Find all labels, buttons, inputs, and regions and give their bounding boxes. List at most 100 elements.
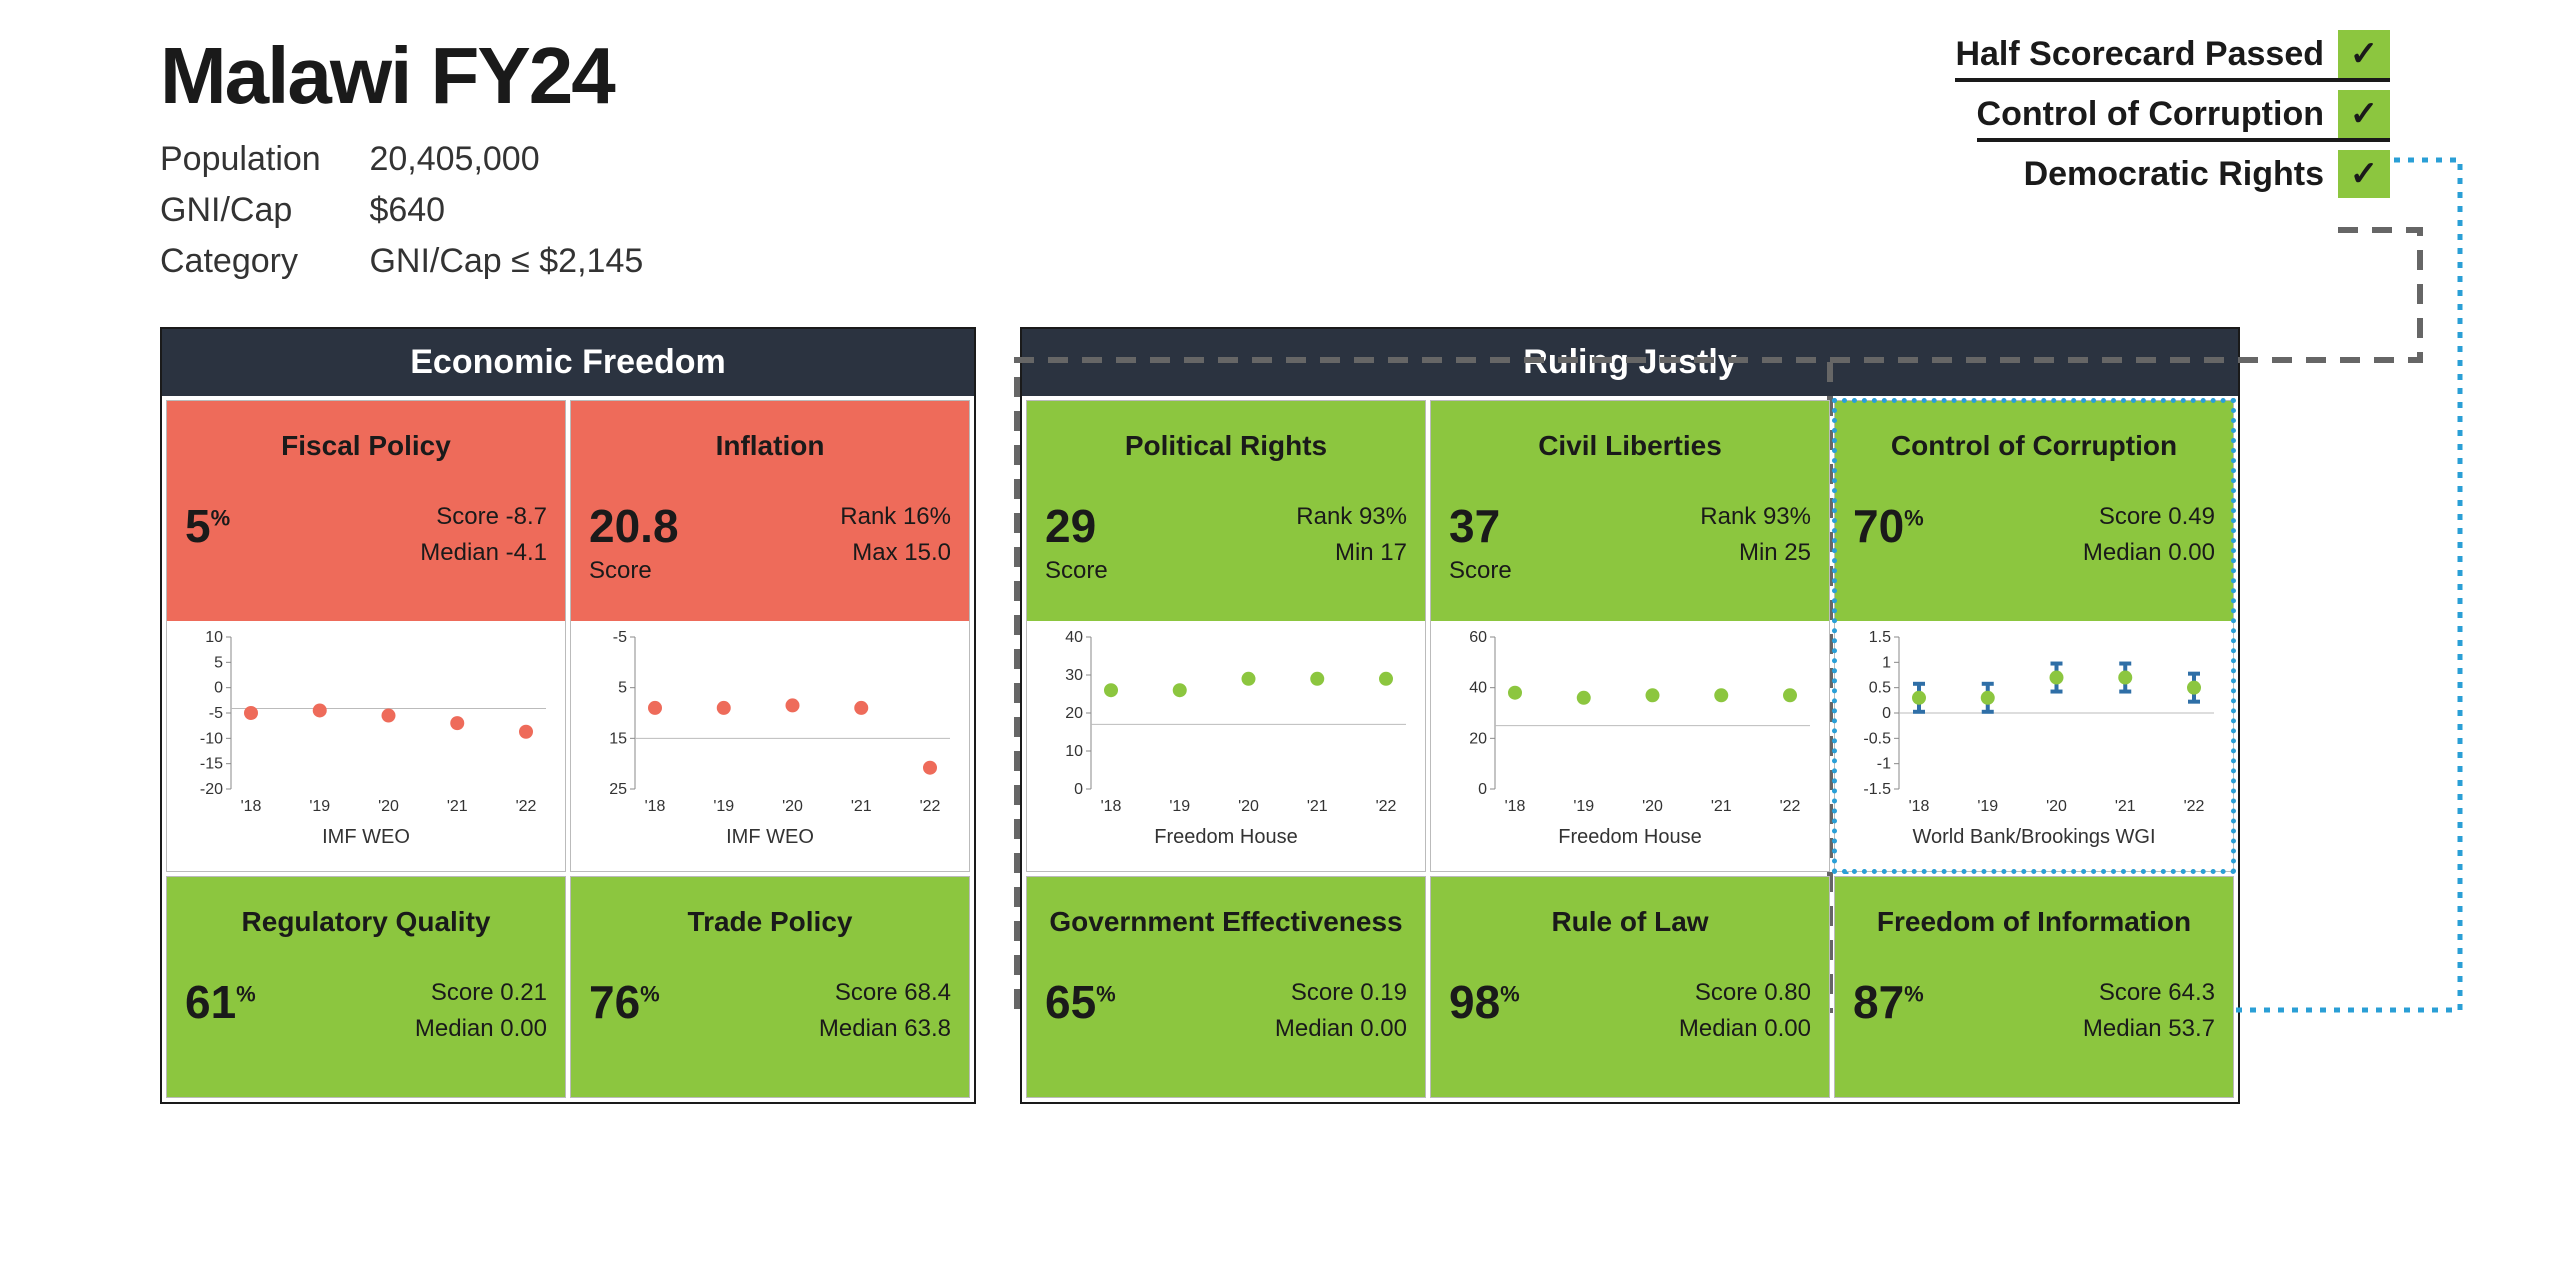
svg-text:30: 30 [1065, 667, 1083, 684]
card-body: 87%Score 64.3Median 53.7 [1853, 975, 2215, 1047]
svg-text:-1.5: -1.5 [1863, 781, 1891, 798]
chart-source: IMF WEO [579, 826, 961, 849]
svg-text:'18: '18 [1101, 798, 1122, 815]
stat-row: Min 17 [1296, 535, 1407, 571]
category-label: Category [160, 236, 360, 287]
card-main-value-block: 61% [185, 975, 256, 1029]
svg-text:0: 0 [1478, 781, 1487, 798]
indicator-card: Civil Liberties 37ScoreRank 93%Min 25 60 40… [1430, 400, 1830, 872]
card-title: Freedom of Information [1853, 887, 2215, 957]
svg-text:'21: '21 [2115, 798, 2136, 815]
stat-row: Median 53.7 [2083, 1011, 2215, 1047]
svg-text:0.5: 0.5 [1869, 680, 1891, 697]
svg-text:'20: '20 [378, 798, 399, 815]
svg-text:'19: '19 [1977, 798, 1998, 815]
stat-row: Median 0.00 [1679, 1011, 1811, 1047]
svg-text:'20: '20 [2046, 798, 2067, 815]
card-main-caption: Score [1045, 557, 1108, 585]
card-title: Control of Corruption [1853, 411, 2215, 481]
stat-row: Score 64.3 [2083, 975, 2215, 1011]
svg-text:'19: '19 [1169, 798, 1190, 815]
card-main-value-block: 98% [1449, 975, 1520, 1029]
card-title: Inflation [589, 411, 951, 481]
indicator-card: Rule of Law98%Score 0.80Median 0.00 [1430, 876, 1830, 1098]
svg-text:20: 20 [1065, 705, 1083, 722]
indicator-card: Government Effectiveness65%Score 0.19Med… [1026, 876, 1426, 1098]
svg-text:1: 1 [1882, 654, 1891, 671]
meta-gni: GNI/Cap $640 [160, 185, 643, 236]
card-main-value: 29 [1045, 499, 1108, 553]
stat-row: Score 68.4 [819, 975, 951, 1011]
svg-text:-1: -1 [1877, 756, 1891, 773]
svg-text:'21: '21 [1307, 798, 1328, 815]
svg-text:'18: '18 [1909, 798, 1930, 815]
stat-row: Score 0.49 [2083, 499, 2215, 535]
svg-text:40: 40 [1469, 680, 1487, 697]
check-row-0: Half Scorecard Passed✓ [1955, 30, 2390, 82]
svg-text:20: 20 [1469, 730, 1487, 747]
svg-text:-10: -10 [200, 730, 223, 747]
svg-text:'21: '21 [851, 798, 872, 815]
card-main-value: 5% [185, 499, 230, 553]
chart-source: Freedom House [1035, 826, 1417, 849]
check-icon: ✓ [2338, 90, 2390, 138]
svg-text:'18: '18 [1505, 798, 1526, 815]
card-title: Regulatory Quality [185, 887, 547, 957]
card-body: 98% Score 0.80Median 0.00 [1449, 975, 1811, 1047]
stat-row: Score 0.80 [1679, 975, 1811, 1011]
svg-text:-5: -5 [613, 629, 627, 646]
svg-text:0: 0 [214, 680, 223, 697]
card-title: Political Rights [1045, 411, 1407, 481]
stat-row: Rank 16% [840, 499, 951, 535]
stat-row: Median 0.00 [415, 1011, 547, 1047]
card-header: Rule of Law98%Score 0.80Median 0.00 [1431, 877, 1829, 1097]
card-main-value: 61% [185, 975, 256, 1029]
card-main-value-block: 37Score [1449, 499, 1512, 585]
stat-row: Score 0.21 [415, 975, 547, 1011]
stat-row: Median -4.1 [420, 535, 547, 571]
mini-chart: 1.510.50-0.5-1-1.5'18'19'20'21'22 [1843, 629, 2225, 819]
card-chart: 6040200'18'19'20'21'22Freedom House [1431, 621, 1829, 871]
stat-row: Rank 93% [1296, 499, 1407, 535]
card-title: Government Effectiveness [1045, 887, 1407, 957]
card-title: Civil Liberties [1449, 411, 1811, 481]
meta-population: Population 20,405,000 [160, 134, 643, 185]
card-title: Trade Policy [589, 887, 951, 957]
svg-text:'22: '22 [920, 798, 941, 815]
svg-text:1.5: 1.5 [1869, 629, 1891, 646]
card-title: Fiscal Policy [185, 411, 547, 481]
svg-text:15: 15 [609, 730, 627, 747]
card-main-value: 98% [1449, 975, 1520, 1029]
gni-value: $640 [369, 191, 445, 229]
header-row: Malawi FY24 Population 20,405,000 GNI/Ca… [160, 30, 2390, 287]
mini-chart: 403020100'18'19'20'21'22 [1035, 629, 1417, 819]
card-main-value-block: 65% [1045, 975, 1116, 1029]
stat-row: Median 63.8 [819, 1011, 951, 1047]
card-main-value: 20.8 [589, 499, 679, 553]
chart-source: IMF WEO [175, 826, 557, 849]
card-body: 37ScoreRank 93%Min 25 [1449, 499, 1811, 585]
svg-text:-15: -15 [200, 756, 223, 773]
meta-category: Category GNI/Cap ≤ $2,145 [160, 236, 643, 287]
card-header: Control of Corruption 70% Score 0.49Median… [1835, 401, 2233, 621]
card-main-value-block: 70% [1853, 499, 1924, 553]
svg-text:'22: '22 [1780, 798, 1801, 815]
indicator-card: Political Rights29ScoreRank 93%Min 17403… [1026, 400, 1426, 872]
card-main-value: 76% [589, 975, 660, 1029]
card-main-caption: Score [1449, 557, 1512, 585]
mini-chart: 6040200'18'19'20'21'22 [1439, 629, 1821, 819]
section-econ: Economic FreedomFiscal Policy5%Score -8.… [160, 327, 976, 1104]
card-stats: Score 0.49Median 0.00 [2083, 499, 2215, 571]
card-body: 76% Score 68.4Median 63.8 [589, 975, 951, 1047]
svg-text:'19: '19 [1573, 798, 1594, 815]
check-icon: ✓ [2338, 150, 2390, 198]
svg-text:-5: -5 [209, 705, 223, 722]
indicator-card: Trade Policy 76% Score 68.4Median 63.8 [570, 876, 970, 1098]
card-main-value-block: 5% [185, 499, 230, 553]
indicator-card: Inflation20.8ScoreRank 16%Max 15.0-55152… [570, 400, 970, 872]
chart-source: Freedom House [1439, 826, 1821, 849]
title-block: Malawi FY24 Population 20,405,000 GNI/Ca… [160, 30, 643, 287]
svg-text:60: 60 [1469, 629, 1487, 646]
population-value: 20,405,000 [369, 140, 539, 178]
check-icon: ✓ [2338, 30, 2390, 78]
